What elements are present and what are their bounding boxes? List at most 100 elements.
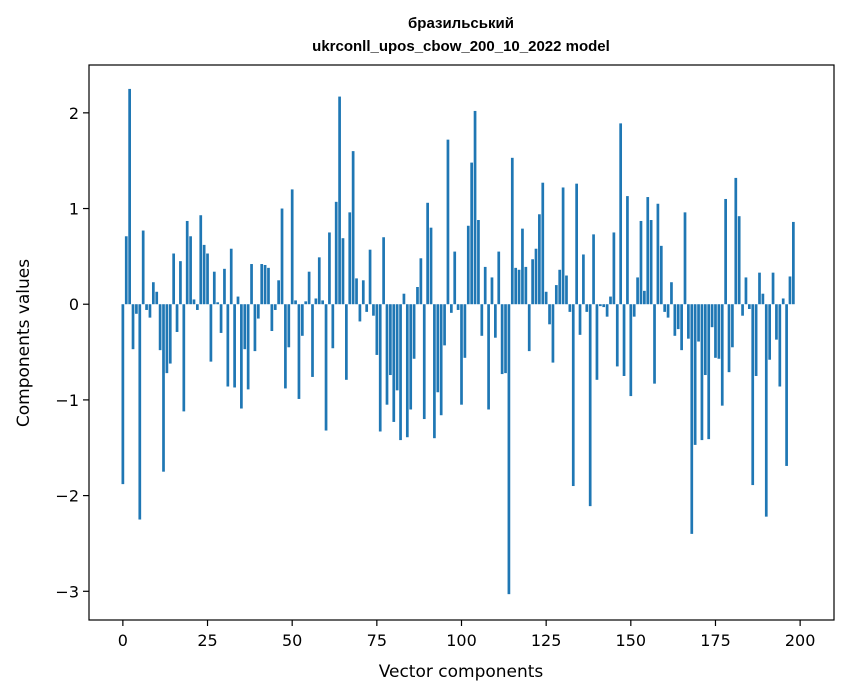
bar-47 xyxy=(280,208,284,305)
x-tick-label: 25 xyxy=(197,631,217,650)
bar-3 xyxy=(131,304,135,350)
bar-138 xyxy=(588,304,592,507)
bar-107 xyxy=(483,266,487,305)
bar-92 xyxy=(433,304,436,439)
bar-158 xyxy=(656,203,660,305)
bar-184 xyxy=(744,277,748,305)
bar-188 xyxy=(758,272,761,305)
bar-193 xyxy=(775,304,778,340)
bar-113 xyxy=(504,304,507,374)
bar-157 xyxy=(653,304,656,384)
bar-146 xyxy=(615,304,619,367)
bar-15 xyxy=(172,253,176,305)
bar-163 xyxy=(673,304,677,336)
bar-195 xyxy=(781,298,785,305)
bar-169 xyxy=(693,304,697,445)
x-tick-label: 150 xyxy=(616,631,647,650)
bar-194 xyxy=(778,304,782,387)
bar-35 xyxy=(240,304,243,409)
bar-186 xyxy=(751,304,755,486)
bar-93 xyxy=(436,304,440,393)
bar-165 xyxy=(680,304,683,351)
bar-54 xyxy=(304,301,308,305)
y-axis: −3 −2 −1 0 1 2 xyxy=(55,104,89,601)
x-tick-label: 0 xyxy=(118,631,128,650)
x-tick-label: 175 xyxy=(700,631,731,650)
bar-62 xyxy=(331,304,335,349)
bar-45 xyxy=(273,304,277,310)
bar-58 xyxy=(317,257,321,305)
bar-155 xyxy=(646,197,650,305)
bar-131 xyxy=(565,275,568,305)
bar-21 xyxy=(192,299,196,305)
bar-63 xyxy=(334,201,338,305)
bar-25 xyxy=(206,253,209,305)
bar-176 xyxy=(717,304,721,359)
bar-145 xyxy=(612,232,616,305)
bar-106 xyxy=(480,304,484,336)
bar-110 xyxy=(494,304,497,338)
bar-167 xyxy=(687,304,690,339)
x-tick-label: 200 xyxy=(785,631,816,650)
bar-66 xyxy=(345,304,348,380)
bar-191 xyxy=(768,304,772,360)
bar-153 xyxy=(639,220,643,305)
bar-90 xyxy=(426,202,429,305)
bar-60 xyxy=(324,304,328,431)
bar-37 xyxy=(246,304,250,390)
bar-123 xyxy=(538,214,541,305)
bar-170 xyxy=(697,304,700,342)
bar-22 xyxy=(196,304,199,310)
bar-51 xyxy=(294,300,297,305)
chart-title: бразильський xyxy=(408,15,514,32)
bar-189 xyxy=(761,293,765,305)
x-tick-label: 75 xyxy=(367,631,387,650)
y-tick-label: −2 xyxy=(55,487,79,506)
bar-164 xyxy=(676,304,680,330)
bar-1 xyxy=(124,236,128,305)
bar-141 xyxy=(598,304,602,307)
bar-6 xyxy=(141,230,145,305)
bar-79 xyxy=(389,304,392,376)
bar-33 xyxy=(233,304,236,388)
bar-98 xyxy=(453,251,457,305)
bar-83 xyxy=(402,293,406,305)
bar-127 xyxy=(551,304,555,363)
bar-147 xyxy=(619,123,623,305)
bar-95 xyxy=(443,304,446,346)
bar-23 xyxy=(199,215,203,305)
bar-124 xyxy=(541,182,545,305)
bar-73 xyxy=(368,249,372,305)
bar-126 xyxy=(548,304,551,325)
bar-192 xyxy=(771,272,775,305)
bar-154 xyxy=(643,290,646,305)
bar-136 xyxy=(582,254,585,305)
bar-142 xyxy=(602,304,606,308)
bars-layer xyxy=(121,88,795,595)
bar-24 xyxy=(202,244,206,305)
bar-75 xyxy=(375,304,379,355)
bar-77 xyxy=(382,237,385,305)
bar-140 xyxy=(595,304,599,380)
bar-18 xyxy=(182,304,186,412)
bar-65 xyxy=(341,238,345,305)
bar-69 xyxy=(355,278,358,305)
bar-31 xyxy=(226,304,230,387)
bar-10 xyxy=(155,291,159,305)
bar-120 xyxy=(527,304,531,352)
bar-97 xyxy=(449,304,453,313)
bar-172 xyxy=(703,304,707,376)
bar-125 xyxy=(544,291,548,305)
bar-178 xyxy=(724,198,727,305)
x-tick-label: 125 xyxy=(531,631,562,650)
bar-159 xyxy=(659,245,663,305)
bar-17 xyxy=(179,261,182,305)
bar-85 xyxy=(409,304,413,410)
bar-80 xyxy=(392,304,396,422)
y-tick-label: −3 xyxy=(55,582,79,601)
bar-190 xyxy=(764,304,768,517)
bar-50 xyxy=(290,189,294,305)
bar-89 xyxy=(422,304,426,420)
bar-86 xyxy=(412,304,416,359)
